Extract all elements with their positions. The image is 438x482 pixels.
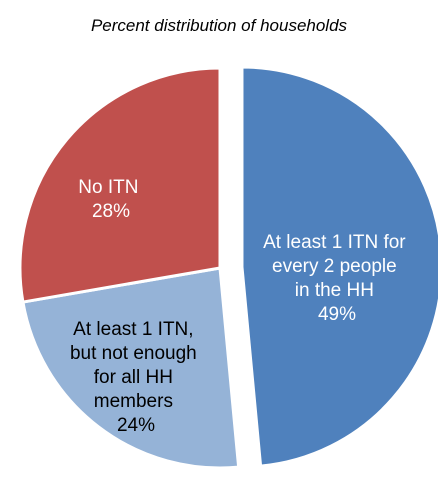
slice-not-enough-itn (21, 266, 241, 470)
slice-1-value: 24% (117, 415, 155, 436)
slice-2-label-line-1: No ITN (78, 177, 138, 198)
slice-label-not-enough-itn: At least 1 ITN, but not enough for all H… (70, 319, 202, 436)
slice-0-value: 49% (318, 304, 356, 325)
svg-text:No ITN 28%: No ITN 28% (78, 177, 143, 222)
slice-0-label-line-3: in the HH (295, 280, 374, 301)
slice-no-itn (18, 66, 222, 304)
slice-at-least-1-itn-per-2-people (240, 65, 438, 468)
slice-0-label-line-1: At least 1 ITN for (263, 232, 406, 253)
svg-text:At least 1 ITN, but not: At least 1 ITN, but not enough for all H… (70, 319, 202, 436)
svg-text:At least 1 ITN for every: At least 1 ITN for every 2 people in the… (263, 232, 411, 325)
pie-slices (18, 65, 438, 470)
chart-title: Percent distribution of households (90, 16, 348, 35)
slice-1-label-line-1: At least 1 ITN, (73, 319, 193, 340)
slice-label-no-itn: No ITN 28% (78, 177, 143, 222)
slice-label-at-least-1-itn-per-2-people: At least 1 ITN for every 2 people in the… (263, 232, 411, 325)
slice-1-label-line-4: members (94, 391, 173, 412)
slice-1-label-line-3: for all HH (94, 367, 173, 388)
slice-2-value: 28% (92, 201, 130, 222)
slice-1-label-line-2: but not enough (70, 343, 197, 364)
slice-0-label-line-2: every 2 people (272, 256, 397, 277)
